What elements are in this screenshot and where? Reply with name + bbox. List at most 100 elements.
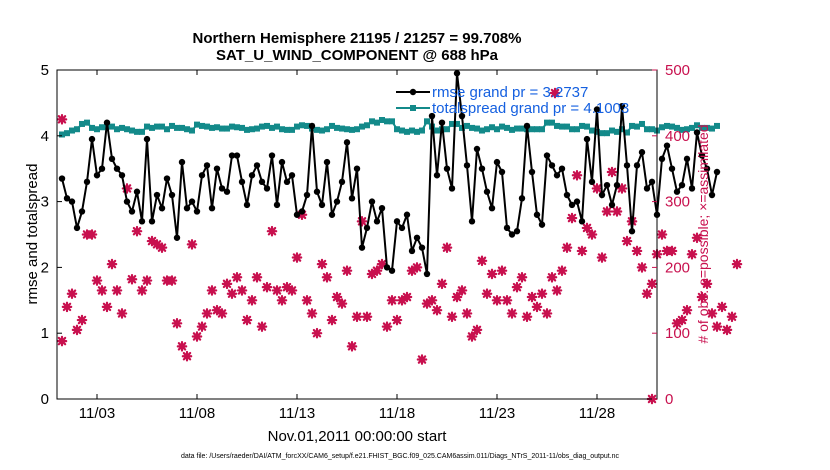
rmse-point — [483, 188, 491, 195]
rmse-point — [213, 165, 221, 172]
totalspread-point — [419, 127, 425, 134]
rmse-point — [538, 221, 546, 228]
totalspread-point — [254, 125, 260, 132]
totalspread-point — [599, 130, 605, 137]
totalspread-point — [704, 124, 710, 131]
obs-marker — [356, 216, 368, 227]
rmse-point — [273, 201, 281, 209]
rmse-point — [378, 204, 386, 212]
totalspread-point — [624, 129, 630, 136]
rmse-point — [63, 195, 71, 202]
rmse-point — [68, 198, 76, 205]
totalspread-point — [474, 125, 480, 132]
totalspread-point — [199, 122, 205, 129]
totalspread-point — [709, 125, 715, 132]
obs-marker — [701, 278, 713, 290]
rmse-point — [618, 102, 626, 110]
rmse-point — [383, 264, 391, 271]
totalspread-point — [629, 122, 635, 129]
y-tick-label: 4 — [41, 128, 49, 145]
obs-marker — [326, 314, 338, 326]
rmse-point — [113, 165, 121, 172]
rmse-point — [603, 181, 611, 189]
totalspread-point — [129, 127, 135, 134]
obs-marker — [181, 350, 193, 362]
obs_high_marker — [56, 114, 68, 125]
rmse-point — [58, 175, 66, 182]
y-tick-label: 0 — [41, 391, 49, 408]
totalspread-point — [674, 124, 680, 131]
totalspread-point — [144, 123, 150, 130]
obs-marker — [526, 291, 538, 303]
rmse-point — [613, 181, 621, 189]
y2-tick-label: 300 — [665, 194, 690, 211]
obs-marker — [171, 318, 183, 329]
totalspread-point — [294, 123, 300, 130]
obs-marker — [141, 275, 153, 286]
rmse-point — [668, 165, 676, 172]
rmse-point — [173, 234, 181, 241]
legend-spread-label: totalspread grand pr = 4.1003 — [432, 100, 629, 117]
obs-marker — [146, 235, 158, 247]
obs-marker — [331, 291, 343, 303]
obs-marker — [431, 304, 443, 316]
rmse-point — [408, 247, 416, 255]
obs-marker — [541, 308, 553, 319]
obs-marker — [131, 225, 143, 237]
y-axis-label: rmse and totalspread — [24, 164, 41, 305]
rmse-point — [708, 191, 716, 199]
obs-marker — [476, 255, 488, 267]
rmse-point — [343, 139, 351, 146]
rmse-point — [703, 165, 711, 172]
rmse-point — [673, 188, 681, 195]
obs-marker — [501, 295, 513, 306]
totalspread-point — [169, 122, 175, 129]
obs-marker — [631, 245, 643, 257]
totalspread-point — [399, 127, 405, 134]
obs-marker — [186, 239, 198, 250]
obs-marker — [561, 242, 573, 253]
legend-rmse-label: rmse grand pr = 3.2737 — [432, 84, 588, 101]
obs-marker — [266, 225, 278, 237]
ticks-layer: 0 1 2 3 4 5 0 100 200 300 400 500 11/03 11/08 11/13 11/… — [41, 62, 690, 422]
y-tick-label: 3 — [41, 194, 49, 211]
totalspread-point — [619, 126, 625, 133]
totalspread-point — [479, 127, 485, 134]
obs-marker — [426, 295, 438, 306]
totalspread-point — [359, 123, 365, 130]
totalspread-point — [484, 126, 490, 133]
rmse-point — [258, 178, 266, 186]
obs-marker — [311, 327, 323, 339]
rmse-point — [598, 191, 606, 199]
rmse-point — [693, 129, 701, 136]
obs-marker — [376, 258, 388, 270]
rmse-point — [198, 172, 206, 179]
obs-marker — [621, 235, 633, 247]
obs-marker — [686, 248, 698, 260]
rmse-point — [593, 106, 601, 113]
x-tick-label: 11/13 — [279, 405, 315, 422]
obs-marker — [556, 265, 568, 276]
rmse-point — [138, 218, 146, 225]
obs-marker — [206, 285, 218, 296]
rmse-point — [588, 178, 596, 186]
rmse-point — [403, 211, 411, 218]
obs-marker — [636, 262, 648, 273]
obs-marker — [601, 206, 613, 217]
totalspread-point — [499, 123, 505, 130]
obs-marker — [591, 183, 603, 194]
obs-marker — [221, 278, 233, 290]
obs-marker — [116, 308, 128, 319]
rmse-point — [263, 185, 271, 192]
totalspread-point — [554, 122, 560, 129]
rmse-point — [698, 152, 706, 159]
rmse-point — [323, 158, 331, 166]
totalspread-point — [364, 122, 370, 129]
obs-marker — [691, 232, 703, 244]
rmse-point — [338, 178, 346, 186]
totalspread-point — [149, 124, 155, 131]
totalspread-point — [374, 119, 380, 126]
totalspread-point — [79, 120, 85, 127]
rmse-point — [558, 165, 566, 172]
totalspread-point — [59, 131, 65, 138]
